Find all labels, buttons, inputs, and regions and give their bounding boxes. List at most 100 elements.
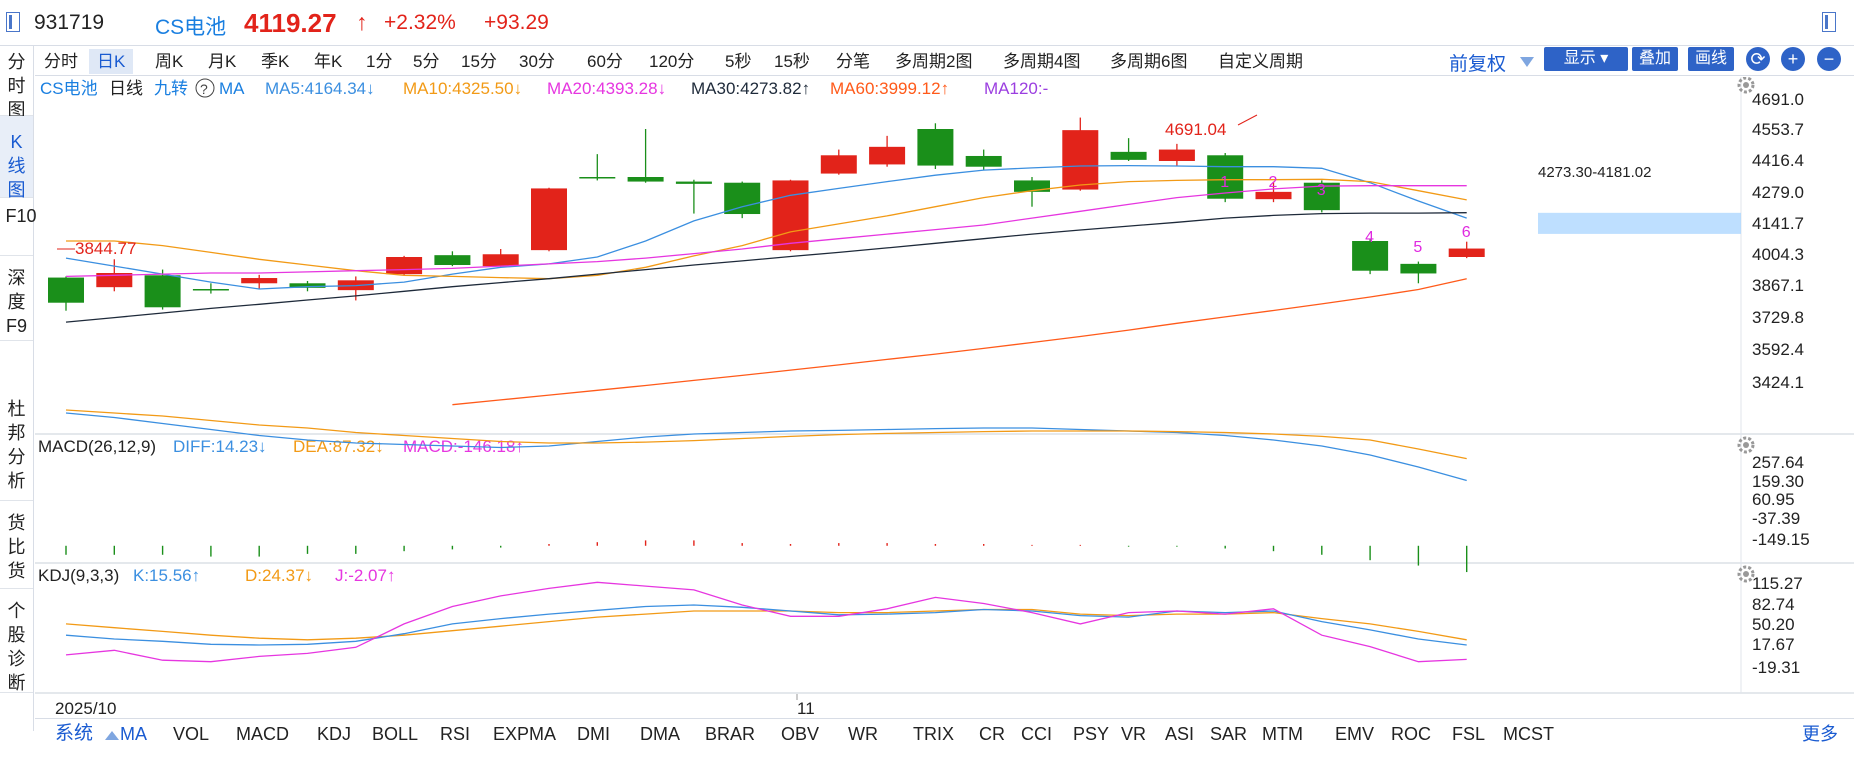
tab-15sec[interactable]: 15秒 — [774, 52, 810, 71]
high-price-label: 4691.04 — [1165, 120, 1226, 139]
candle-body — [965, 155, 1002, 167]
indicator-asi[interactable]: ASI — [1165, 724, 1195, 744]
candle-body — [531, 188, 567, 251]
main-y-tick-label: 4691.0 — [1752, 90, 1804, 109]
macd-y-tick-label: 60.95 — [1752, 490, 1795, 509]
tab-multi-4[interactable]: 多周期4图 — [1003, 52, 1081, 71]
tab-fenshi[interactable]: 分时 — [44, 52, 78, 71]
nav-depth-f9[interactable]: 深度F9 — [0, 256, 33, 341]
indicator-brar[interactable]: BRAR — [705, 724, 756, 744]
tab-15min[interactable]: 15分 — [461, 52, 497, 71]
tab-multi-6[interactable]: 多周期6图 — [1110, 52, 1188, 71]
legend-jiuzhuan[interactable]: 九转 — [154, 79, 188, 98]
fuquan-dropdown[interactable]: 前复权 — [1449, 54, 1507, 75]
tab-5min[interactable]: 5分 — [413, 52, 440, 71]
macd-settings-gear-icon[interactable] — [1737, 436, 1755, 454]
candle-body — [869, 146, 906, 165]
nav-diagnosis[interactable]: 个股诊断 — [0, 589, 33, 693]
change-percent: +2.32% — [384, 11, 456, 34]
countdown-label: 2 — [1269, 174, 1278, 191]
indicator-sar[interactable]: SAR — [1210, 724, 1248, 744]
tab-1min[interactable]: 1分 — [366, 52, 393, 71]
indicator-obv[interactable]: OBV — [781, 724, 820, 744]
indicator-cci[interactable]: CCI — [1021, 724, 1052, 744]
indicator-mtm[interactable]: MTM — [1262, 724, 1303, 744]
tab-multi-2[interactable]: 多周期2图 — [895, 52, 973, 71]
indicator-psy[interactable]: PSY — [1073, 724, 1110, 744]
ma-lines-group — [65, 164, 1467, 406]
main-y-tick-label: 4141.7 — [1752, 214, 1804, 233]
indicator-vr[interactable]: VR — [1121, 724, 1147, 744]
tab-5sec[interactable]: 5秒 — [725, 52, 752, 71]
indicator-ma[interactable]: MA — [120, 724, 147, 744]
nav-fenshi-label: 分时图 — [7, 52, 26, 120]
indicator-dma[interactable]: DMA — [640, 724, 680, 744]
macd-y-tick-label: 159.30 — [1752, 472, 1804, 491]
main-y-tick-label: 4416.4 — [1752, 151, 1804, 170]
tab-week-k[interactable]: 周K — [155, 52, 184, 71]
legend-period[interactable]: 日线 — [109, 79, 143, 98]
indicator-rsi[interactable]: RSI — [440, 724, 471, 744]
indicator-wr[interactable]: WR — [848, 724, 878, 744]
tab-season-k[interactable]: 季K — [261, 52, 290, 71]
more-button[interactable]: 更多 — [1802, 724, 1838, 744]
range-highlight-box[interactable] — [1538, 212, 1741, 234]
indicator-kdj[interactable]: KDJ — [317, 724, 352, 744]
indicator-boll[interactable]: BOLL — [372, 724, 419, 744]
indicator-vol[interactable]: VOL — [173, 724, 210, 744]
nav-fenshi[interactable]: 分时图 — [0, 46, 33, 120]
indicator-fsl[interactable]: FSL — [1452, 724, 1486, 744]
left-nav: 分时图 K线图 F10 深度F9 杜邦分析 货比货 个股诊断 — [0, 46, 37, 731]
overlay-button[interactable]: 叠加 — [1632, 47, 1678, 71]
system-chevron-up-icon[interactable] — [105, 731, 119, 740]
tab-day-k[interactable]: 日K — [89, 49, 134, 74]
main-settings-gear-icon[interactable] — [1737, 77, 1755, 94]
indicator-cr[interactable]: CR — [979, 724, 1005, 744]
tab-60min[interactable]: 60分 — [587, 52, 623, 71]
help-icon[interactable] — [195, 78, 215, 98]
kdj-settings-gear-icon[interactable] — [1737, 565, 1755, 583]
window-toggle-icon[interactable] — [6, 12, 20, 32]
zoom-out-icon[interactable]: − — [1817, 47, 1841, 71]
kdj-group — [65, 581, 1467, 663]
main-legend: CS电池 日线 九转 ? MA MA5:4164.34↓ MA10:4325.5… — [40, 78, 1048, 98]
main-y-tick-label: 3729.8 — [1752, 308, 1804, 327]
ma-line-ma20 — [65, 185, 1467, 278]
indicator-trix[interactable]: TRIX — [913, 724, 955, 744]
candle-body — [386, 257, 423, 275]
refresh-icon[interactable]: ⟳ — [1746, 47, 1770, 71]
indicator-expma[interactable]: EXPMA — [493, 724, 557, 744]
help-icon-glyph: ? — [200, 81, 208, 97]
tab-custom-period[interactable]: 自定义周期 — [1218, 52, 1303, 71]
tab-month-k[interactable]: 月K — [208, 52, 237, 71]
kdj-legend: KDJ(9,3,3) K:15.56↑ D:24.37↓ J:-2.07↑ — [38, 566, 395, 585]
tab-tick[interactable]: 分笔 — [836, 52, 870, 71]
tab-30min[interactable]: 30分 — [519, 52, 555, 71]
show-button[interactable]: 显示 ▾ — [1544, 47, 1628, 71]
draw-line-button[interactable]: 画线 — [1688, 47, 1734, 71]
legend-ma[interactable]: MA — [219, 79, 245, 98]
indicator-roc[interactable]: ROC — [1391, 724, 1431, 744]
countdown-label: 4 — [1365, 229, 1374, 246]
nav-f10-label: F10 — [5, 206, 37, 226]
zoom-in-icon[interactable]: + — [1781, 47, 1805, 71]
tab-year-k[interactable]: 年K — [314, 52, 343, 71]
indicator-emv[interactable]: EMV — [1335, 724, 1375, 744]
macd-dea-line — [65, 409, 1467, 460]
fuquan-chevron-down-icon[interactable] — [1520, 57, 1534, 67]
nav-compare[interactable]: 货比货 — [0, 501, 33, 589]
macd-legend-name[interactable]: MACD(26,12,9) — [38, 437, 156, 456]
stock-name[interactable]: CS电池 — [155, 16, 227, 39]
indicator-macd[interactable]: MACD — [236, 724, 289, 744]
kline-chart[interactable]: CS电池 日线 九转 ? MA MA5:4164.34↓ MA10:4325.5… — [35, 77, 1854, 718]
panel-toggle-icon[interactable] — [1822, 12, 1836, 32]
system-menu[interactable]: 系统 — [55, 723, 94, 744]
tab-120min[interactable]: 120分 — [649, 52, 695, 71]
kdj-j-line — [65, 581, 1467, 663]
indicator-mcst[interactable]: MCST — [1503, 724, 1554, 744]
nav-kline[interactable]: K线图 — [0, 116, 33, 200]
indicator-dmi[interactable]: DMI — [577, 724, 610, 744]
nav-dupont[interactable]: 杜邦分析 — [0, 341, 33, 501]
kdj-legend-name[interactable]: KDJ(9,3,3) — [38, 566, 119, 585]
nav-f10[interactable]: F10 — [0, 198, 37, 256]
